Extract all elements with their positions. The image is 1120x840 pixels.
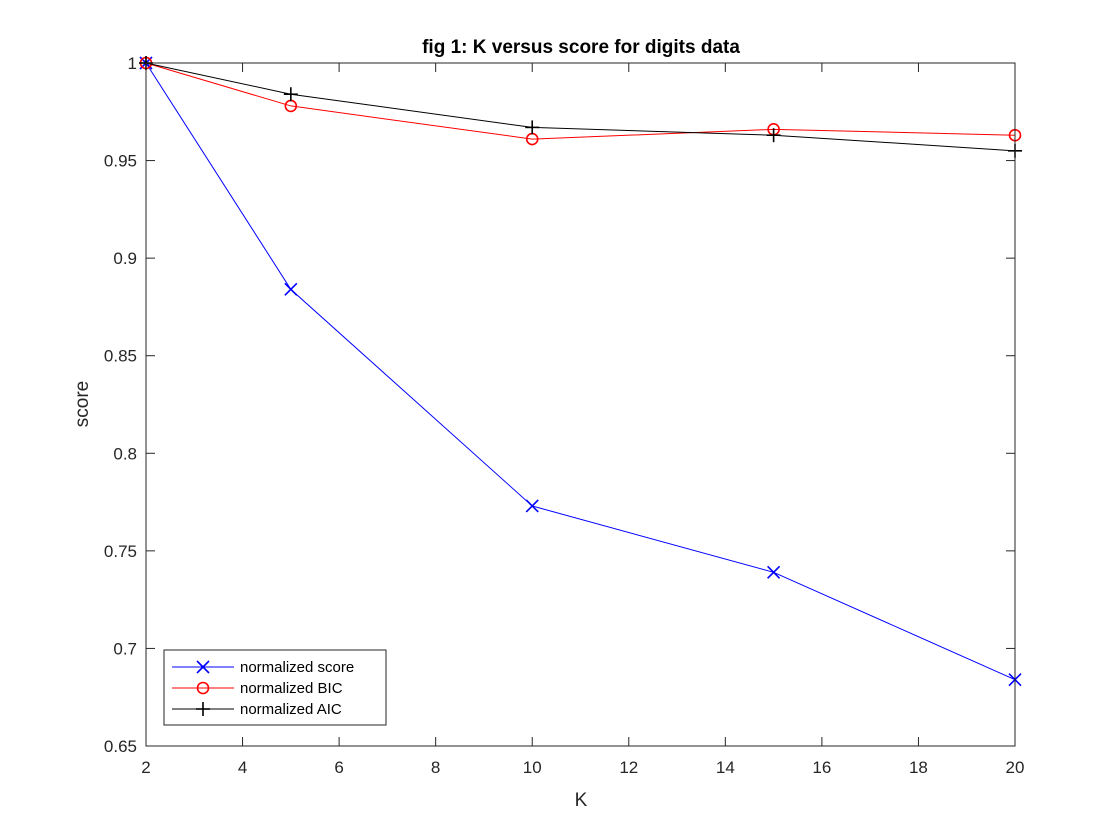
y-tick-label: 0.85 [104,347,137,366]
marker-stroke [284,282,298,296]
data-point [525,499,539,513]
axes-box [145,62,1016,747]
x-tick-label: 4 [238,758,247,777]
y-tick-label: 0.7 [113,639,137,658]
y-tick-label: 1 [128,54,137,73]
marker-stroke [525,499,539,513]
axes-background [146,63,1015,746]
x-tick-label: 18 [909,758,928,777]
y-axis-label: score [72,381,93,427]
x-tick-label: 6 [334,758,343,777]
x-tick-label: 12 [619,758,638,777]
legend-entry: normalized BIC [172,680,343,697]
legend-label: normalized AIC [240,701,342,718]
legend-label: normalized BIC [240,680,343,697]
marker-stroke [767,565,781,579]
data-point [283,87,298,102]
x-tick-label: 14 [716,758,735,777]
legend-marker [196,660,210,674]
y-tick-label: 0.9 [113,249,137,268]
marker-stroke [196,660,210,674]
x-tick-label: 10 [523,758,542,777]
y-tick-label: 0.75 [104,542,137,561]
data-point [284,282,298,296]
legend-marker [196,681,210,695]
x-tick-label: 20 [1006,758,1025,777]
y-tick-label: 0.95 [104,152,137,171]
y-tick-label: 0.8 [113,444,137,463]
legend-entry: normalized AIC [172,701,342,718]
chart-title: fig 1: K versus score for digits data [422,37,740,58]
plot-area: 2 4 6 8 10 12 14 16 18 20 0.65 0.7 0.75 0.8 0.85 0.9 0.9… [104,54,1025,777]
data-point [766,128,781,143]
legend-label: normalized score [240,659,354,676]
x-tick-label: 16 [812,758,831,777]
legend: normalized score normalized BIC normalized… [163,649,387,726]
legend-marker [196,702,210,716]
data-point [525,120,540,135]
x-tick-label: 2 [141,758,150,777]
x-axis-label: K [575,790,588,811]
data-point [767,565,781,579]
series-line [145,62,1016,140]
legend-entry: normalized score [172,659,354,676]
x-tick-label: 8 [431,758,440,777]
y-tick-label: 0.65 [104,737,137,756]
